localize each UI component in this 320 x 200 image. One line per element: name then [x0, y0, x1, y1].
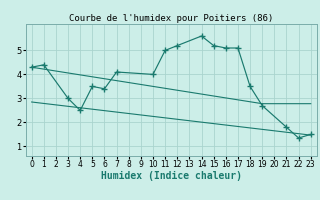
X-axis label: Humidex (Indice chaleur): Humidex (Indice chaleur) [101, 171, 242, 181]
Title: Courbe de l'humidex pour Poitiers (86): Courbe de l'humidex pour Poitiers (86) [69, 14, 273, 23]
